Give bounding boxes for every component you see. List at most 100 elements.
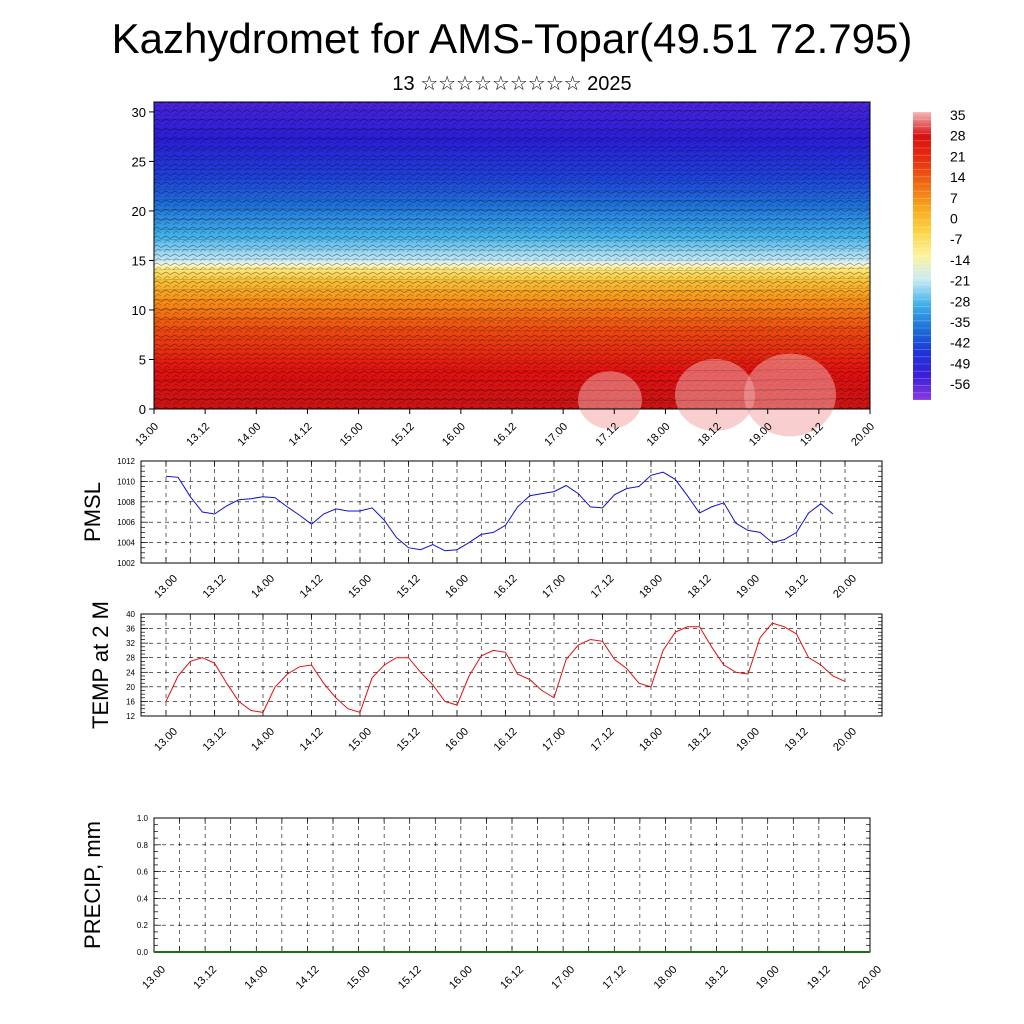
isotherm-line bbox=[153, 247, 871, 252]
isotherm-line bbox=[153, 277, 871, 282]
temp-y-tick-label: 16 bbox=[126, 697, 135, 706]
temp-y-tick-label: 36 bbox=[126, 625, 135, 634]
isotherm-line bbox=[153, 187, 871, 192]
isotherm-line bbox=[153, 107, 871, 112]
colorbar-label: -21 bbox=[950, 273, 970, 289]
pmsl-series-line bbox=[165, 471, 834, 552]
colorbar-label: -7 bbox=[950, 231, 963, 247]
pmsl-x-tick-label: 14.12 bbox=[298, 573, 326, 601]
pmsl-y-tick-label: 1008 bbox=[117, 498, 135, 507]
pmsl-x-tick-label: 16.12 bbox=[492, 573, 520, 601]
cross-section-panel: 0 5 10 15 20 25 30 13.00 13.12 14.00 14.12 15.00 15.… bbox=[132, 101, 877, 449]
precip-x-tick-label: 14.12 bbox=[294, 964, 322, 992]
pmsl-axis-label: PMSL bbox=[80, 482, 105, 542]
isotherm-line bbox=[153, 197, 871, 202]
pmsl-y-tick-label: 1012 bbox=[117, 457, 135, 466]
colorbar-label: -49 bbox=[950, 355, 970, 371]
isotherm-line bbox=[153, 257, 871, 262]
colorbar-label: 0 bbox=[950, 211, 958, 227]
pmsl-x-tick-label: 15.00 bbox=[346, 573, 374, 601]
field-x-tick-label: 14.12 bbox=[287, 421, 315, 449]
temperature-panel: 12 16 20 24 28 32 36 40 TEMP at 2 M 13.00 13.12 14.… bbox=[88, 601, 883, 754]
pmsl-y-tick-label: 1010 bbox=[117, 477, 135, 486]
precip-x-tick-label: 20.00 bbox=[856, 964, 884, 992]
precip-x-tick-label: 18.00 bbox=[652, 964, 680, 992]
precip-x-tick-label: 19.00 bbox=[754, 964, 782, 992]
temp-x-tick-label: 16.00 bbox=[443, 726, 471, 754]
surface-warm-core bbox=[578, 371, 642, 429]
pmsl-x-tick-label: 19.12 bbox=[783, 573, 811, 601]
temp-y-tick-label: 12 bbox=[126, 712, 135, 721]
temp-frame bbox=[140, 613, 883, 717]
pmsl-y-tick-label: 1006 bbox=[117, 518, 135, 527]
isotherm-line bbox=[153, 137, 871, 142]
precip-x-tick-label: 19.12 bbox=[805, 964, 833, 992]
field-x-tick-label: 16.00 bbox=[440, 421, 468, 449]
temp-axis-label: TEMP at 2 M bbox=[88, 601, 113, 729]
isotherm-line bbox=[153, 207, 871, 212]
temp-x-tick-label: 18.12 bbox=[686, 726, 714, 754]
height-tick-label: 30 bbox=[132, 105, 146, 120]
pmsl-panel: 1002 1004 1006 1008 1010 1012 PMSL 13.00 13.12 14… bbox=[80, 457, 883, 601]
isotherm-line bbox=[153, 297, 871, 302]
isotherm-line bbox=[153, 167, 871, 172]
wind-barbs-overlay bbox=[154, 102, 870, 409]
height-tick-label: 0 bbox=[139, 402, 146, 417]
isotherm-line bbox=[153, 327, 871, 332]
colorbar-label: 14 bbox=[950, 169, 966, 185]
isotherm-line bbox=[153, 317, 871, 322]
temp-x-tick-label: 15.00 bbox=[346, 726, 374, 754]
pmsl-x-tick-label: 13.12 bbox=[201, 573, 229, 601]
precip-x-tick-label: 15.12 bbox=[396, 964, 424, 992]
precip-x-tick-label: 16.12 bbox=[498, 964, 526, 992]
isotherm-line bbox=[153, 267, 871, 272]
chart-subtitle: 13 ☆☆☆☆☆☆☆☆☆ 2025 bbox=[392, 73, 632, 95]
pmsl-x-tick-label: 16.00 bbox=[443, 573, 471, 601]
temp-x-tick-label: 20.00 bbox=[831, 726, 859, 754]
field-x-tick-label: 16.12 bbox=[491, 421, 519, 449]
precip-y-tick-label: 0.2 bbox=[137, 921, 149, 930]
temp-x-tick-label: 17.00 bbox=[540, 726, 568, 754]
temp-x-tick-label: 16.12 bbox=[492, 726, 520, 754]
colorbar-label: -14 bbox=[950, 252, 970, 268]
temp-y-tick-label: 24 bbox=[126, 668, 135, 677]
isotherm-line bbox=[153, 307, 871, 312]
pmsl-x-tick-label: 18.12 bbox=[686, 573, 714, 601]
precip-y-tick-label: 0.8 bbox=[137, 841, 149, 850]
colorbar-label: -28 bbox=[950, 293, 970, 309]
field-x-tick-label: 15.00 bbox=[338, 421, 366, 449]
pmsl-x-tick-label: 13.00 bbox=[152, 573, 180, 601]
precip-y-tick-label: 0.4 bbox=[137, 894, 149, 903]
temp-y-tick-label: 20 bbox=[126, 683, 135, 692]
isotherm-line bbox=[153, 227, 871, 232]
pmsl-x-tick-label: 19.00 bbox=[734, 573, 762, 601]
pmsl-x-tick-label: 17.00 bbox=[540, 573, 568, 601]
pmsl-y-tick-label: 1002 bbox=[117, 559, 135, 568]
precip-x-tick-label: 13.00 bbox=[140, 964, 168, 992]
pmsl-frame bbox=[140, 460, 883, 564]
temp-y-tick-label: 32 bbox=[126, 639, 135, 648]
height-tick-label: 5 bbox=[139, 352, 146, 367]
height-tick-label: 20 bbox=[132, 204, 146, 219]
precip-x-tick-label: 17.12 bbox=[600, 964, 628, 992]
colorbar-label: 7 bbox=[950, 190, 958, 206]
temp-x-tick-label: 19.00 bbox=[734, 726, 762, 754]
colorbar-label: -42 bbox=[950, 335, 970, 351]
field-x-tick-label: 15.12 bbox=[389, 421, 417, 449]
precip-x-tick-label: 15.00 bbox=[345, 964, 373, 992]
isotherm-line bbox=[153, 127, 871, 132]
temp-x-tick-label: 14.12 bbox=[298, 726, 326, 754]
isotherm-line bbox=[153, 377, 871, 382]
isotherm-line bbox=[153, 397, 871, 402]
colorbar-label: 28 bbox=[950, 128, 966, 144]
pmsl-x-tick-label: 14.00 bbox=[249, 573, 277, 601]
pmsl-y-tick-label: 1004 bbox=[117, 539, 135, 548]
field-x-tick-label: 13.12 bbox=[184, 421, 212, 449]
surface-warm-core bbox=[744, 353, 836, 437]
pmsl-x-tick-label: 20.00 bbox=[831, 573, 859, 601]
isotherm-line bbox=[153, 147, 871, 152]
isotherm-line bbox=[153, 357, 871, 362]
colorbar: 35 28 21 14 7 0 -7 -14 -21 -28 -35 -42 -49 -56 bbox=[913, 107, 970, 401]
height-tick-label: 10 bbox=[132, 303, 146, 318]
isotherm-line bbox=[153, 117, 871, 122]
